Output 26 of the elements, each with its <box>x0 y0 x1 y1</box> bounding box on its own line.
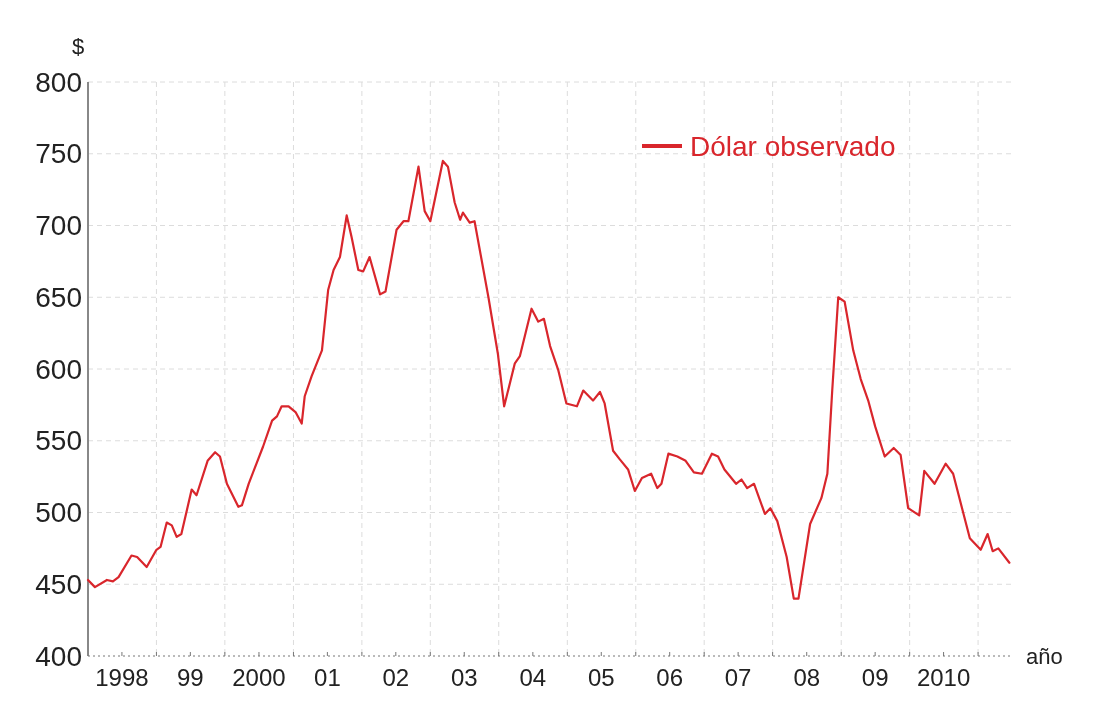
x-tick-label: 99 <box>177 664 204 691</box>
x-tick-label: 01 <box>314 664 341 691</box>
x-tick-label: 04 <box>519 664 547 691</box>
y-tick-label: 700 <box>35 210 82 241</box>
y-axis-title: $ <box>71 34 85 59</box>
x-tick-label: 09 <box>861 664 889 691</box>
legend-label: Dólar observado <box>690 130 896 162</box>
y-tick-label: 750 <box>35 138 82 170</box>
y-tick-label: 600 <box>35 353 82 385</box>
x-tick-label: 02 <box>382 664 410 691</box>
x-tick-label: 05 <box>587 664 615 691</box>
y-tick-label: 550 <box>35 425 82 457</box>
line-series <box>86 159 1011 600</box>
x-tick-label: 08 <box>793 664 821 691</box>
x-tick-label: 07 <box>724 664 752 691</box>
x-tick-label: 2010 <box>916 664 971 691</box>
y-tick-label: 500 <box>35 497 82 528</box>
x-tick-label: 1998 <box>95 664 149 691</box>
y-tick-label: 400 <box>35 640 82 672</box>
x-axis-title: año <box>1026 644 1063 669</box>
y-tick-label: 800 <box>35 66 82 98</box>
y-tick-label: 450 <box>35 568 82 600</box>
y-tick-label: 650 <box>35 281 82 313</box>
x-tick-label: 06 <box>656 664 684 691</box>
x-tick-label: 03 <box>450 664 478 691</box>
x-tick-label: 2000 <box>232 664 286 691</box>
